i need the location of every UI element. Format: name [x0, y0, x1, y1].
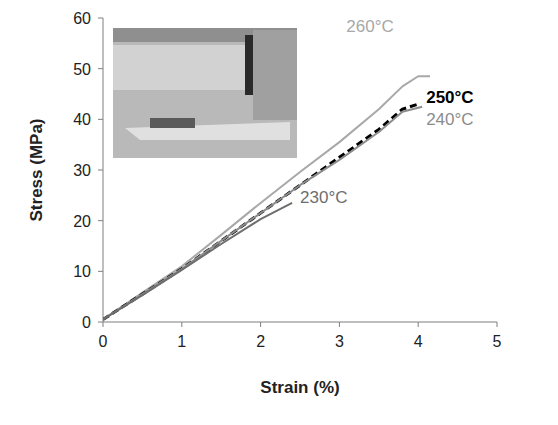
inset-mark	[150, 118, 195, 128]
x-tick-label: 4	[414, 333, 423, 350]
y-tick	[98, 322, 103, 323]
series-line	[103, 203, 292, 320]
y-tick-label: 30	[73, 162, 91, 179]
x-tick	[260, 322, 261, 327]
x-tick	[418, 322, 419, 327]
x-axis-title: Strain (%)	[260, 378, 339, 397]
y-tick	[98, 170, 103, 171]
inset-edge	[245, 35, 253, 95]
series-label: 250°C	[426, 88, 473, 107]
y-tick-label: 50	[73, 61, 91, 78]
inset-background	[113, 28, 297, 158]
inset-specimen	[113, 45, 248, 90]
series-label: 240°C	[426, 110, 473, 129]
x-tick	[103, 322, 104, 327]
x-axis	[103, 322, 497, 323]
y-tick-label: 40	[73, 111, 91, 128]
x-tick	[339, 322, 340, 327]
y-tick	[98, 271, 103, 272]
inset-photo	[113, 28, 297, 158]
x-tick-label: 2	[256, 333, 265, 350]
x-tick-label: 0	[99, 333, 108, 350]
x-tick	[181, 322, 182, 327]
x-tick-label: 5	[493, 333, 502, 350]
x-tick-label: 1	[177, 333, 186, 350]
y-tick	[98, 220, 103, 221]
y-tick	[98, 119, 103, 120]
series-label: 260°C	[346, 17, 393, 36]
x-tick	[497, 322, 498, 327]
y-tick-label: 60	[73, 10, 91, 27]
chart: 0123450102030405060Strain (%)Stress (MPa…	[0, 0, 558, 425]
y-tick-label: 10	[73, 263, 91, 280]
y-tick-label: 0	[82, 314, 91, 331]
series-line	[103, 107, 422, 320]
y-tick	[98, 68, 103, 69]
series-label: 230°C	[300, 188, 347, 207]
inset-plate	[125, 122, 290, 140]
plot-area	[103, 76, 430, 319]
x-tick-label: 3	[335, 333, 344, 350]
inset-fixture	[253, 30, 297, 120]
y-tick-label: 20	[73, 213, 91, 230]
series-line	[103, 76, 430, 319]
y-axis-title: Stress (MPa)	[27, 119, 46, 222]
y-tick	[98, 18, 103, 19]
